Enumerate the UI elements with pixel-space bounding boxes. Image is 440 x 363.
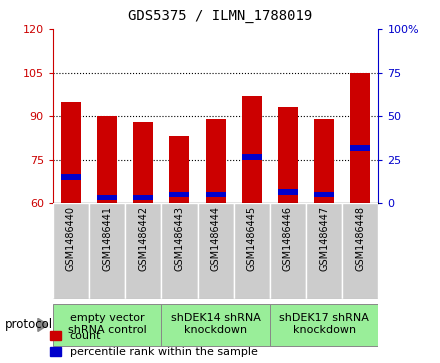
Text: GSM1486441: GSM1486441 [102,206,112,271]
Bar [97,116,117,203]
FancyBboxPatch shape [306,203,342,299]
Text: shDEK14 shRNA
knockdown: shDEK14 shRNA knockdown [171,313,260,335]
Text: GSM1486446: GSM1486446 [283,206,293,271]
Text: empty vector
shRNA control: empty vector shRNA control [68,313,147,335]
Bar [278,107,298,203]
Bar [53,303,161,346]
FancyBboxPatch shape [270,203,306,299]
FancyBboxPatch shape [198,203,234,299]
Bar [205,192,226,197]
Bar [97,195,117,200]
Bar [169,192,189,197]
Text: GSM1486440: GSM1486440 [66,206,76,271]
Bar [314,192,334,197]
FancyBboxPatch shape [342,203,378,299]
Text: shDEK17 shRNA
knockdown: shDEK17 shRNA knockdown [279,313,369,335]
Text: GSM1486443: GSM1486443 [174,206,184,271]
Polygon shape [38,318,48,331]
FancyBboxPatch shape [161,203,198,299]
Bar [205,119,226,203]
Bar [161,303,270,346]
Bar [350,73,370,203]
Text: protocol: protocol [4,318,52,331]
Bar [278,189,298,195]
Bar [169,136,189,203]
Bar [314,119,334,203]
Text: GDS5375 / ILMN_1788019: GDS5375 / ILMN_1788019 [128,9,312,23]
Legend: count, percentile rank within the sample: count, percentile rank within the sample [50,331,257,358]
Bar [61,174,81,180]
Bar [61,102,81,203]
Text: GSM1486445: GSM1486445 [247,206,257,271]
Text: GSM1486448: GSM1486448 [356,206,365,271]
Text: GSM1486444: GSM1486444 [211,206,220,271]
Bar [242,96,262,203]
FancyBboxPatch shape [89,203,125,299]
Bar [242,154,262,160]
Bar [270,303,378,346]
Bar [350,145,370,151]
Bar [133,122,153,203]
Bar [133,195,153,200]
Text: GSM1486447: GSM1486447 [319,206,329,271]
FancyBboxPatch shape [234,203,270,299]
FancyBboxPatch shape [53,203,89,299]
Text: GSM1486442: GSM1486442 [138,206,148,271]
FancyBboxPatch shape [125,203,161,299]
